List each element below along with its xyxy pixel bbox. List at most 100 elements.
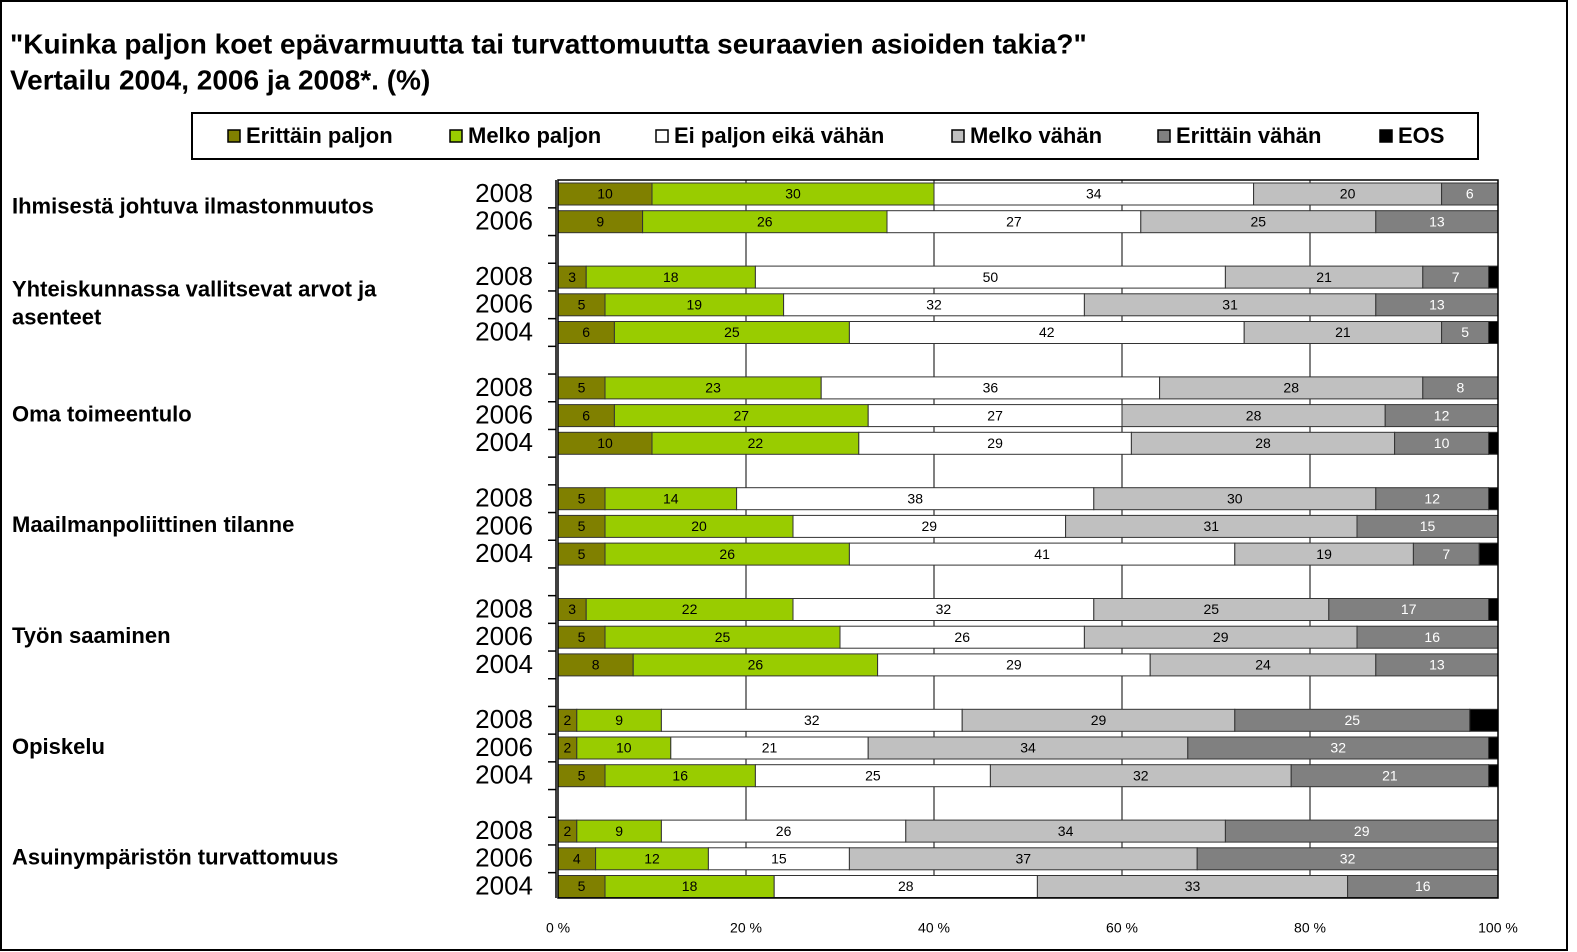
y-tick-label: 2006 xyxy=(475,289,533,319)
value-label: 28 xyxy=(898,878,914,894)
value-label: 34 xyxy=(1058,823,1074,839)
y-tick-label: 2004 xyxy=(475,649,533,679)
y-tick-label: 2004 xyxy=(475,427,533,457)
legend-label: Ei paljon eikä vähän xyxy=(674,123,884,148)
value-label: 10 xyxy=(597,435,613,451)
value-label: 6 xyxy=(1466,186,1474,202)
value-label: 9 xyxy=(615,712,623,728)
y-tick-label: 2006 xyxy=(475,621,533,651)
group-label: Työn saaminen xyxy=(12,623,171,648)
value-label: 34 xyxy=(1086,186,1102,202)
legend-swatch xyxy=(1157,129,1171,143)
legend-swatch xyxy=(951,129,965,143)
value-label: 16 xyxy=(1424,629,1440,645)
value-label: 22 xyxy=(682,601,698,617)
bar-segment xyxy=(1478,542,1498,566)
value-label: 19 xyxy=(687,297,703,313)
value-label: 5 xyxy=(578,878,586,894)
group-label: Yhteiskunnassa vallitsevat arvot ja xyxy=(12,277,377,302)
value-label: 6 xyxy=(582,324,590,340)
y-tick-label: 2006 xyxy=(475,510,533,540)
x-tick-label: 20 % xyxy=(730,920,762,936)
value-label: 33 xyxy=(1185,878,1201,894)
group-label: Maailmanpoliittinen tilanne xyxy=(12,512,294,537)
legend-swatch xyxy=(227,129,241,143)
y-tick-label: 2006 xyxy=(475,732,533,762)
x-tick-label: 80 % xyxy=(1294,920,1326,936)
value-label: 5 xyxy=(578,518,586,534)
y-tick-label: 2008 xyxy=(475,483,533,513)
value-label: 32 xyxy=(936,601,952,617)
value-label: 8 xyxy=(1457,380,1465,396)
value-label: 22 xyxy=(748,435,764,451)
bar-segment xyxy=(1356,514,1498,538)
value-label: 5 xyxy=(578,380,586,396)
y-tick-label: 2006 xyxy=(475,206,533,236)
group-label: asenteet xyxy=(12,305,102,330)
y-tick-label: 2008 xyxy=(475,815,533,845)
value-label: 19 xyxy=(1316,546,1332,562)
value-label: 13 xyxy=(1429,213,1445,229)
value-label: 2 xyxy=(564,712,572,728)
value-label: 17 xyxy=(1401,601,1417,617)
value-label: 14 xyxy=(663,490,679,506)
y-tick-label: 2004 xyxy=(475,760,533,790)
value-label: 38 xyxy=(907,490,923,506)
value-label: 5 xyxy=(578,629,586,645)
value-label: 36 xyxy=(983,380,999,396)
value-label: 26 xyxy=(954,629,970,645)
value-label: 28 xyxy=(1246,407,1262,423)
value-label: 26 xyxy=(719,546,735,562)
value-label: 27 xyxy=(734,407,750,423)
value-label: 7 xyxy=(1442,546,1450,562)
value-label: 25 xyxy=(865,767,881,783)
bar-segment xyxy=(1375,293,1498,317)
group-label: Asuinympäristön turvattomuus xyxy=(12,845,338,870)
value-label: 30 xyxy=(785,186,801,202)
y-tick-label: 2004 xyxy=(475,316,533,346)
value-label: 18 xyxy=(682,878,698,894)
x-tick-label: 60 % xyxy=(1106,920,1138,936)
value-label: 30 xyxy=(1227,490,1243,506)
value-label: 10 xyxy=(1434,435,1450,451)
group-label: Ihmisestä johtuva ilmastonmuutos xyxy=(12,194,374,219)
value-label: 20 xyxy=(691,518,707,534)
value-label: 29 xyxy=(1354,823,1370,839)
y-tick-label: 2008 xyxy=(475,704,533,734)
legend-label: Melko paljon xyxy=(468,123,601,148)
value-label: 2 xyxy=(564,740,572,756)
value-label: 25 xyxy=(1345,712,1361,728)
y-tick-label: 2004 xyxy=(475,870,533,900)
value-label: 27 xyxy=(987,407,1003,423)
value-label: 41 xyxy=(1034,546,1050,562)
value-label: 10 xyxy=(616,740,632,756)
value-label: 29 xyxy=(1213,629,1229,645)
value-label: 2 xyxy=(564,823,572,839)
bar-segment xyxy=(1488,764,1498,788)
value-label: 5 xyxy=(578,297,586,313)
value-label: 25 xyxy=(1251,213,1267,229)
value-label: 28 xyxy=(1283,380,1299,396)
value-label: 29 xyxy=(1006,657,1022,673)
legend-box xyxy=(191,112,1479,160)
value-label: 42 xyxy=(1039,324,1055,340)
bars xyxy=(558,182,1498,898)
bar-segment xyxy=(1422,376,1498,400)
bar-segment xyxy=(1224,819,1498,843)
bar-segment xyxy=(1488,321,1498,344)
value-label: 31 xyxy=(1222,297,1238,313)
value-label: 7 xyxy=(1452,269,1460,285)
value-label: 32 xyxy=(926,297,942,313)
value-label: 25 xyxy=(1204,601,1220,617)
value-label: 6 xyxy=(582,407,590,423)
value-label: 21 xyxy=(1335,324,1351,340)
chart-title: "Kuinka paljon koet epävarmuutta tai tur… xyxy=(10,28,1087,59)
value-label: 27 xyxy=(1006,213,1022,229)
group-label: Oma toimeentulo xyxy=(12,401,192,426)
plot-border xyxy=(557,179,1499,899)
value-label: 15 xyxy=(1420,518,1436,534)
y-tick-label: 2008 xyxy=(475,372,533,402)
value-label: 37 xyxy=(1016,851,1032,867)
x-tick-label: 0 % xyxy=(546,920,570,936)
x-tick-label: 100 % xyxy=(1478,920,1518,936)
